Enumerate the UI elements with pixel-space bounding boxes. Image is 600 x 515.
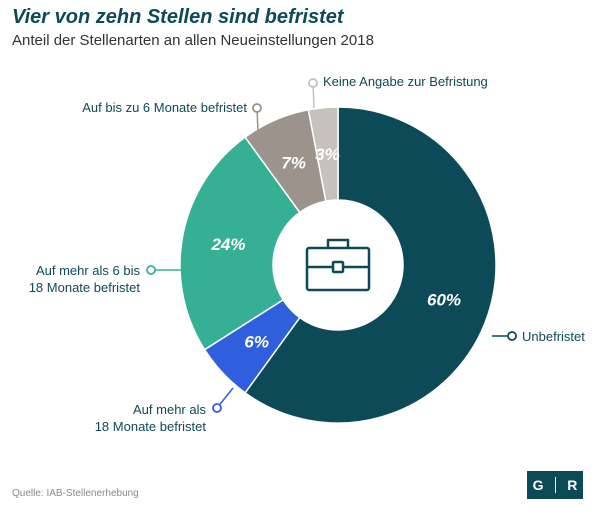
leader-marker-keine-angabe-zur-befristung xyxy=(308,78,318,88)
briefcase-icon xyxy=(305,238,371,292)
category-label-keine-angabe-zur-befristung: Keine Angabe zur Befristung xyxy=(323,74,488,89)
value-label-auf-mehr-als-18-monate-befristet: 6% xyxy=(244,332,269,351)
leader-marker-unbefristet xyxy=(507,331,517,341)
logo-divider xyxy=(554,477,556,493)
value-label-keine-angabe-zur-befristung: 3% xyxy=(315,145,340,164)
category-label-auf-bis-zu-6-monate-befristet: Auf bis zu 6 Monate befristet xyxy=(82,100,247,115)
category-label-unbefristet: Unbefristet xyxy=(522,329,585,344)
value-label-auf-bis-zu-6-monate-befristet: 7% xyxy=(281,154,306,173)
brand-logo: G R xyxy=(527,471,583,499)
category-label-auf-mehr-als-18-monate-befristet: Auf mehr als 18 Monate befristet xyxy=(95,402,207,434)
slice-keine-angabe-zur-befristung xyxy=(307,106,339,203)
slice-auf-mehr-als-6-bis-18-monate-befristet xyxy=(179,136,301,351)
logo-letter-g: G xyxy=(532,477,544,493)
slice-unbefristet xyxy=(244,106,497,424)
value-label-auf-mehr-als-6-bis-18-monate-befristet: 24% xyxy=(210,235,245,254)
value-label-unbefristet: 60% xyxy=(427,290,461,309)
chart-subtitle: Anteil der Stellenarten an allen Neueins… xyxy=(12,32,374,49)
leader-marker-auf-mehr-als-6-bis-18-monate-befristet xyxy=(146,265,156,275)
leader-marker-auf-bis-zu-6-monate-befristet xyxy=(252,103,262,113)
logo-letter-r: R xyxy=(567,477,578,493)
leader-marker-auf-mehr-als-18-monate-befristet xyxy=(212,403,222,413)
source-note: Quelle: IAB-Stellenerhebung xyxy=(12,488,139,499)
category-label-auf-mehr-als-6-bis-18-monate-befristet: Auf mehr als 6 bis 18 Monate befristet xyxy=(29,263,141,295)
center-circle xyxy=(274,201,402,329)
chart-title: Vier von zehn Stellen sind befristet xyxy=(12,6,344,28)
